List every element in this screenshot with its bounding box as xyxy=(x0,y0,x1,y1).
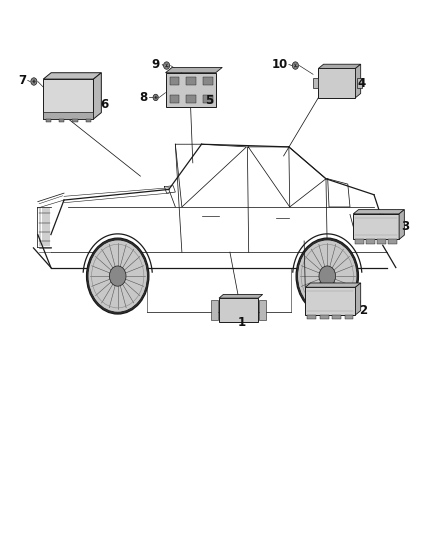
Text: 3: 3 xyxy=(402,220,410,233)
Circle shape xyxy=(31,78,37,85)
Polygon shape xyxy=(366,239,375,244)
Polygon shape xyxy=(356,283,360,315)
Polygon shape xyxy=(353,214,399,239)
Polygon shape xyxy=(187,94,196,103)
Polygon shape xyxy=(357,78,362,88)
Polygon shape xyxy=(219,298,258,322)
Polygon shape xyxy=(356,64,360,98)
Circle shape xyxy=(87,238,149,314)
Polygon shape xyxy=(203,94,213,103)
Polygon shape xyxy=(259,300,266,320)
Polygon shape xyxy=(305,287,356,315)
Polygon shape xyxy=(318,64,360,68)
Circle shape xyxy=(297,240,357,312)
Polygon shape xyxy=(353,209,404,214)
Text: 9: 9 xyxy=(152,58,160,71)
Polygon shape xyxy=(43,112,93,119)
Polygon shape xyxy=(211,300,218,320)
Text: 5: 5 xyxy=(205,94,213,107)
Text: 2: 2 xyxy=(359,304,367,317)
Polygon shape xyxy=(43,79,93,119)
Polygon shape xyxy=(219,294,263,298)
Polygon shape xyxy=(170,94,180,103)
Polygon shape xyxy=(170,77,180,85)
Text: 1: 1 xyxy=(238,316,246,329)
Text: 7: 7 xyxy=(18,74,26,87)
Polygon shape xyxy=(72,119,78,122)
Polygon shape xyxy=(320,315,328,319)
Polygon shape xyxy=(166,67,222,72)
Text: 8: 8 xyxy=(140,91,148,104)
Text: 6: 6 xyxy=(100,98,109,111)
Polygon shape xyxy=(399,209,404,239)
Circle shape xyxy=(296,238,358,314)
Polygon shape xyxy=(166,72,216,107)
Polygon shape xyxy=(313,78,318,88)
Polygon shape xyxy=(187,77,196,85)
Polygon shape xyxy=(307,315,316,319)
Polygon shape xyxy=(46,119,51,122)
Polygon shape xyxy=(203,77,213,85)
Polygon shape xyxy=(332,315,341,319)
Polygon shape xyxy=(305,283,360,287)
Polygon shape xyxy=(377,239,386,244)
Polygon shape xyxy=(318,68,356,98)
Polygon shape xyxy=(356,239,364,244)
Text: 10: 10 xyxy=(271,58,288,71)
Text: 4: 4 xyxy=(358,77,366,90)
Circle shape xyxy=(292,62,298,69)
Polygon shape xyxy=(43,72,101,79)
Polygon shape xyxy=(345,315,353,319)
Circle shape xyxy=(110,266,126,286)
Polygon shape xyxy=(59,119,64,122)
Circle shape xyxy=(163,62,170,69)
Polygon shape xyxy=(93,72,101,119)
Polygon shape xyxy=(388,239,397,244)
Circle shape xyxy=(153,94,158,101)
Circle shape xyxy=(319,266,336,286)
Polygon shape xyxy=(85,119,91,122)
Circle shape xyxy=(88,240,148,312)
